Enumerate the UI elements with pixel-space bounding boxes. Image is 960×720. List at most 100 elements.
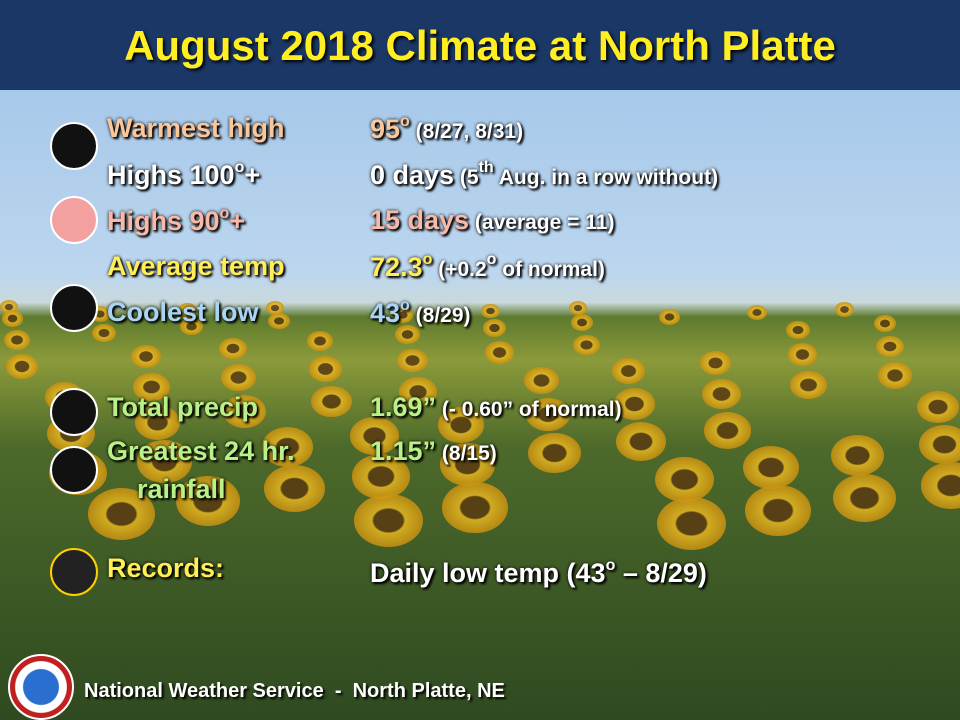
text: Daily low temp (43 <box>370 558 606 588</box>
sunflower <box>354 494 423 547</box>
row-value: 95o (8/27, 8/31) <box>370 113 523 145</box>
sunflower <box>526 397 570 432</box>
text: + <box>229 206 246 236</box>
sunflower <box>397 348 428 373</box>
sunflower <box>835 302 854 317</box>
heat-icon <box>50 196 98 244</box>
text: Warmest high <box>107 113 285 143</box>
text: (8/29) <box>415 304 471 327</box>
thermometer-icon <box>50 122 98 170</box>
sunflower <box>178 302 197 318</box>
sunflower <box>268 312 290 330</box>
sunflower <box>264 465 326 513</box>
row-label: Records: <box>107 553 224 584</box>
row-label: Highs 90o+ <box>107 205 245 237</box>
row-value: 43o (8/29) <box>370 297 471 329</box>
text: Greatest 24 hr. <box>107 436 295 466</box>
row-label: Total precip <box>107 392 258 423</box>
row-label: rainfall <box>137 474 226 505</box>
superscript: o <box>400 113 410 130</box>
row-label: Highs 100o+ <box>107 159 260 191</box>
row-note: (8/15) <box>436 442 497 465</box>
sunflower <box>135 404 181 440</box>
sunflower <box>745 485 812 537</box>
sunflower <box>485 341 514 364</box>
text: of normal) <box>496 258 605 281</box>
sunflower <box>874 315 897 333</box>
row-note: (- 0.60” of normal) <box>436 398 622 421</box>
row-value: 72.3o (+0.2o of normal) <box>370 251 605 283</box>
sunflower <box>350 417 399 455</box>
superscript: o <box>219 205 230 222</box>
sunflower <box>614 388 656 420</box>
sunflower <box>88 488 156 540</box>
sunflower <box>438 407 485 443</box>
text: (8/27, 8/31) <box>415 120 524 143</box>
sunflower <box>180 317 203 336</box>
text: 95 <box>370 114 401 144</box>
sunflower <box>309 356 342 382</box>
sunflower <box>2 310 23 327</box>
sunflower <box>702 379 741 410</box>
sunflower <box>307 331 334 352</box>
text: 0 days <box>370 160 455 190</box>
sunflower <box>786 320 810 339</box>
sunflower <box>483 319 507 338</box>
text: Total precip <box>107 392 259 422</box>
sunflower <box>352 453 411 499</box>
text: (- 0.60” of normal) <box>441 398 622 421</box>
sunflower <box>399 377 438 407</box>
sunflower <box>219 337 248 360</box>
superscript: o <box>422 251 433 268</box>
text: Aug. in a row without) <box>493 166 719 189</box>
sunflower <box>442 482 508 533</box>
text: (+0.2 <box>438 258 487 281</box>
text: (8/15) <box>441 442 497 465</box>
text: Records: <box>107 553 225 583</box>
sunflower <box>917 390 959 423</box>
sunflower <box>704 412 752 449</box>
sunflower <box>700 350 732 375</box>
footer: National Weather Service - North Platte,… <box>84 680 505 702</box>
text: Highs 100 <box>107 160 235 190</box>
sunflower <box>655 456 714 503</box>
nws-logo <box>8 654 74 720</box>
superscript: o <box>400 297 410 314</box>
row-label: Coolest low <box>107 297 259 328</box>
row-label: Greatest 24 hr. <box>107 436 295 467</box>
text: rainfall <box>137 474 226 504</box>
sunflower <box>612 358 646 385</box>
row-value: Daily low temp (43o – 8/29) <box>370 557 707 589</box>
sunflower <box>747 305 767 321</box>
row-label: Warmest high <box>107 113 285 144</box>
row-note: (average = 11) <box>469 211 615 234</box>
row-label: Average temp <box>107 251 285 282</box>
sunflower <box>440 443 496 486</box>
text: Coolest low <box>107 297 259 327</box>
row-note: (5th Aug. in a row without) <box>454 159 719 189</box>
sunflower <box>262 427 314 467</box>
sunflower <box>876 336 904 358</box>
sunflower <box>311 386 352 418</box>
text: Highs 90 <box>107 206 220 236</box>
sunflower <box>223 395 266 429</box>
sunflower <box>919 424 960 464</box>
superscript: o <box>486 251 497 268</box>
sunflower <box>788 343 818 366</box>
text: + <box>244 160 261 190</box>
sunflower <box>92 323 117 343</box>
sunflower <box>833 473 897 523</box>
sunflower <box>266 300 285 315</box>
precip-icon <box>50 388 98 436</box>
sunflower <box>133 372 171 402</box>
row-value: 1.69” (- 0.60” of normal) <box>370 392 622 423</box>
sunflower <box>616 422 666 461</box>
sunflower <box>131 345 161 368</box>
row-value: 15 days (average = 11) <box>370 205 614 236</box>
sunflower <box>6 354 39 380</box>
text: 1.69” <box>370 392 437 422</box>
superscript: th <box>478 159 494 176</box>
sunflower <box>831 435 885 477</box>
sunflower <box>569 301 588 316</box>
